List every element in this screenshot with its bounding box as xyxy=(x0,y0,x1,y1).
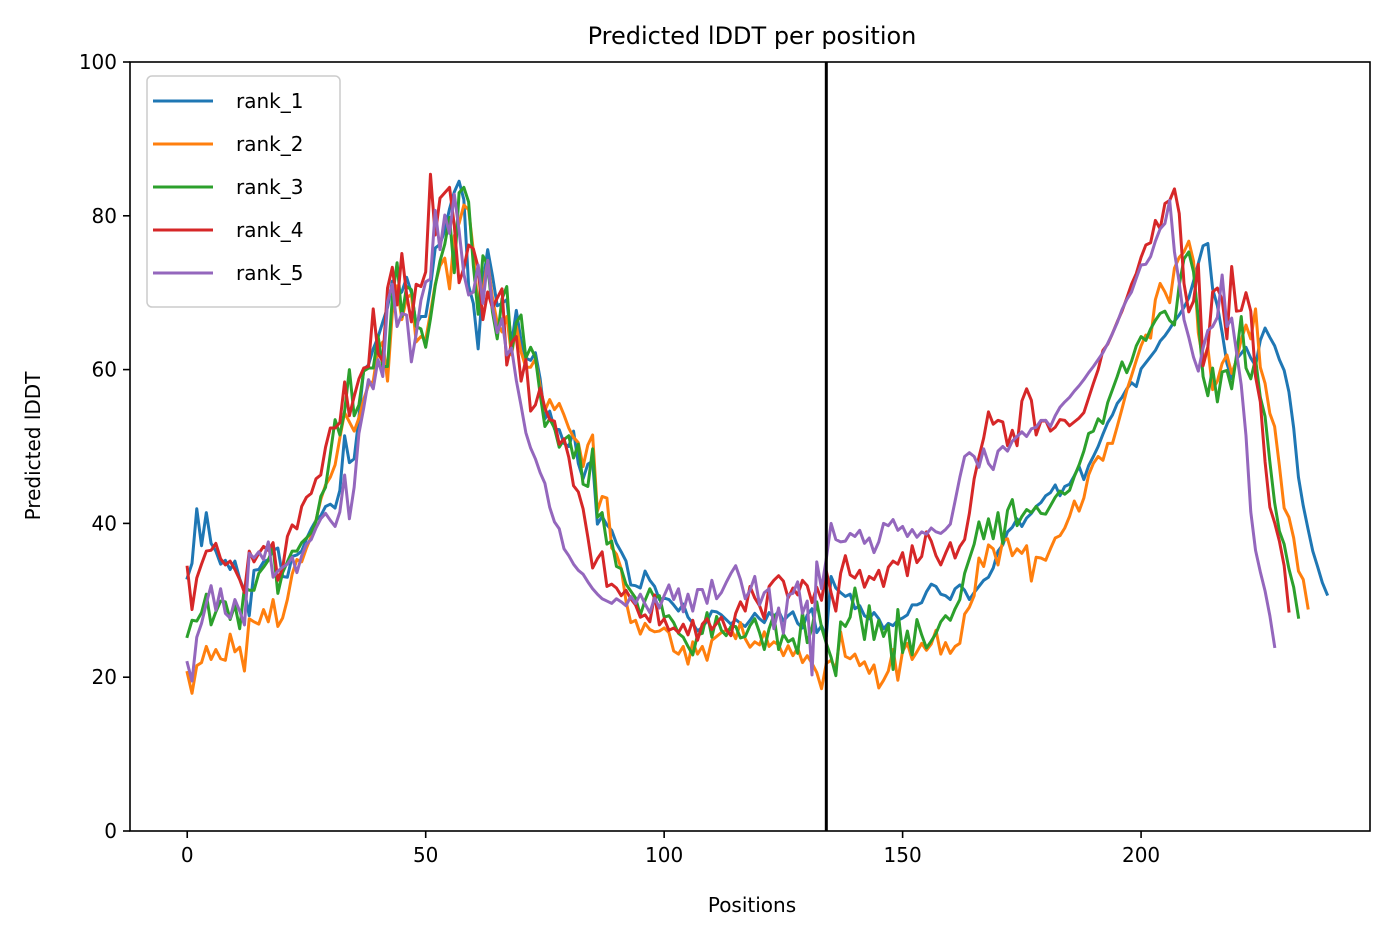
axes-frame xyxy=(129,61,1371,832)
legend-label-rank-4: rank_4 xyxy=(236,218,303,242)
series-line-rank-3 xyxy=(185,185,1301,678)
x-tick-label: 150 xyxy=(884,843,922,867)
series-line-rank-5 xyxy=(185,192,1277,683)
axis-ticks: 0 50 100 150 200 0 20 40 60 80 100 xyxy=(79,50,1160,867)
x-tick-label: 100 xyxy=(645,843,683,867)
y-tick-label: 60 xyxy=(92,358,117,382)
legend-label-rank-3: rank_3 xyxy=(236,175,303,199)
y-tick-label: 20 xyxy=(92,665,117,689)
y-tick-label: 80 xyxy=(92,204,117,228)
legend: rank_1 rank_2 rank_3 rank_4 rank_5 xyxy=(146,75,341,308)
y-axis-title: Predicted lDDT xyxy=(21,371,45,521)
y-tick-label: 40 xyxy=(92,511,117,535)
plot-area xyxy=(185,62,1330,831)
legend-box xyxy=(146,75,341,308)
x-tick-label: 200 xyxy=(1122,843,1160,867)
x-axis-title: Positions xyxy=(708,893,796,917)
y-tick-label: 100 xyxy=(79,50,117,74)
x-tick-label: 0 xyxy=(181,843,194,867)
legend-label-rank-5: rank_5 xyxy=(236,261,303,285)
chart-title: Predicted lDDT per position xyxy=(588,22,917,50)
y-tick-label: 0 xyxy=(104,819,117,843)
x-tick-label: 50 xyxy=(413,843,438,867)
legend-label-rank-1: rank_1 xyxy=(236,89,303,113)
legend-label-rank-2: rank_2 xyxy=(236,132,303,156)
